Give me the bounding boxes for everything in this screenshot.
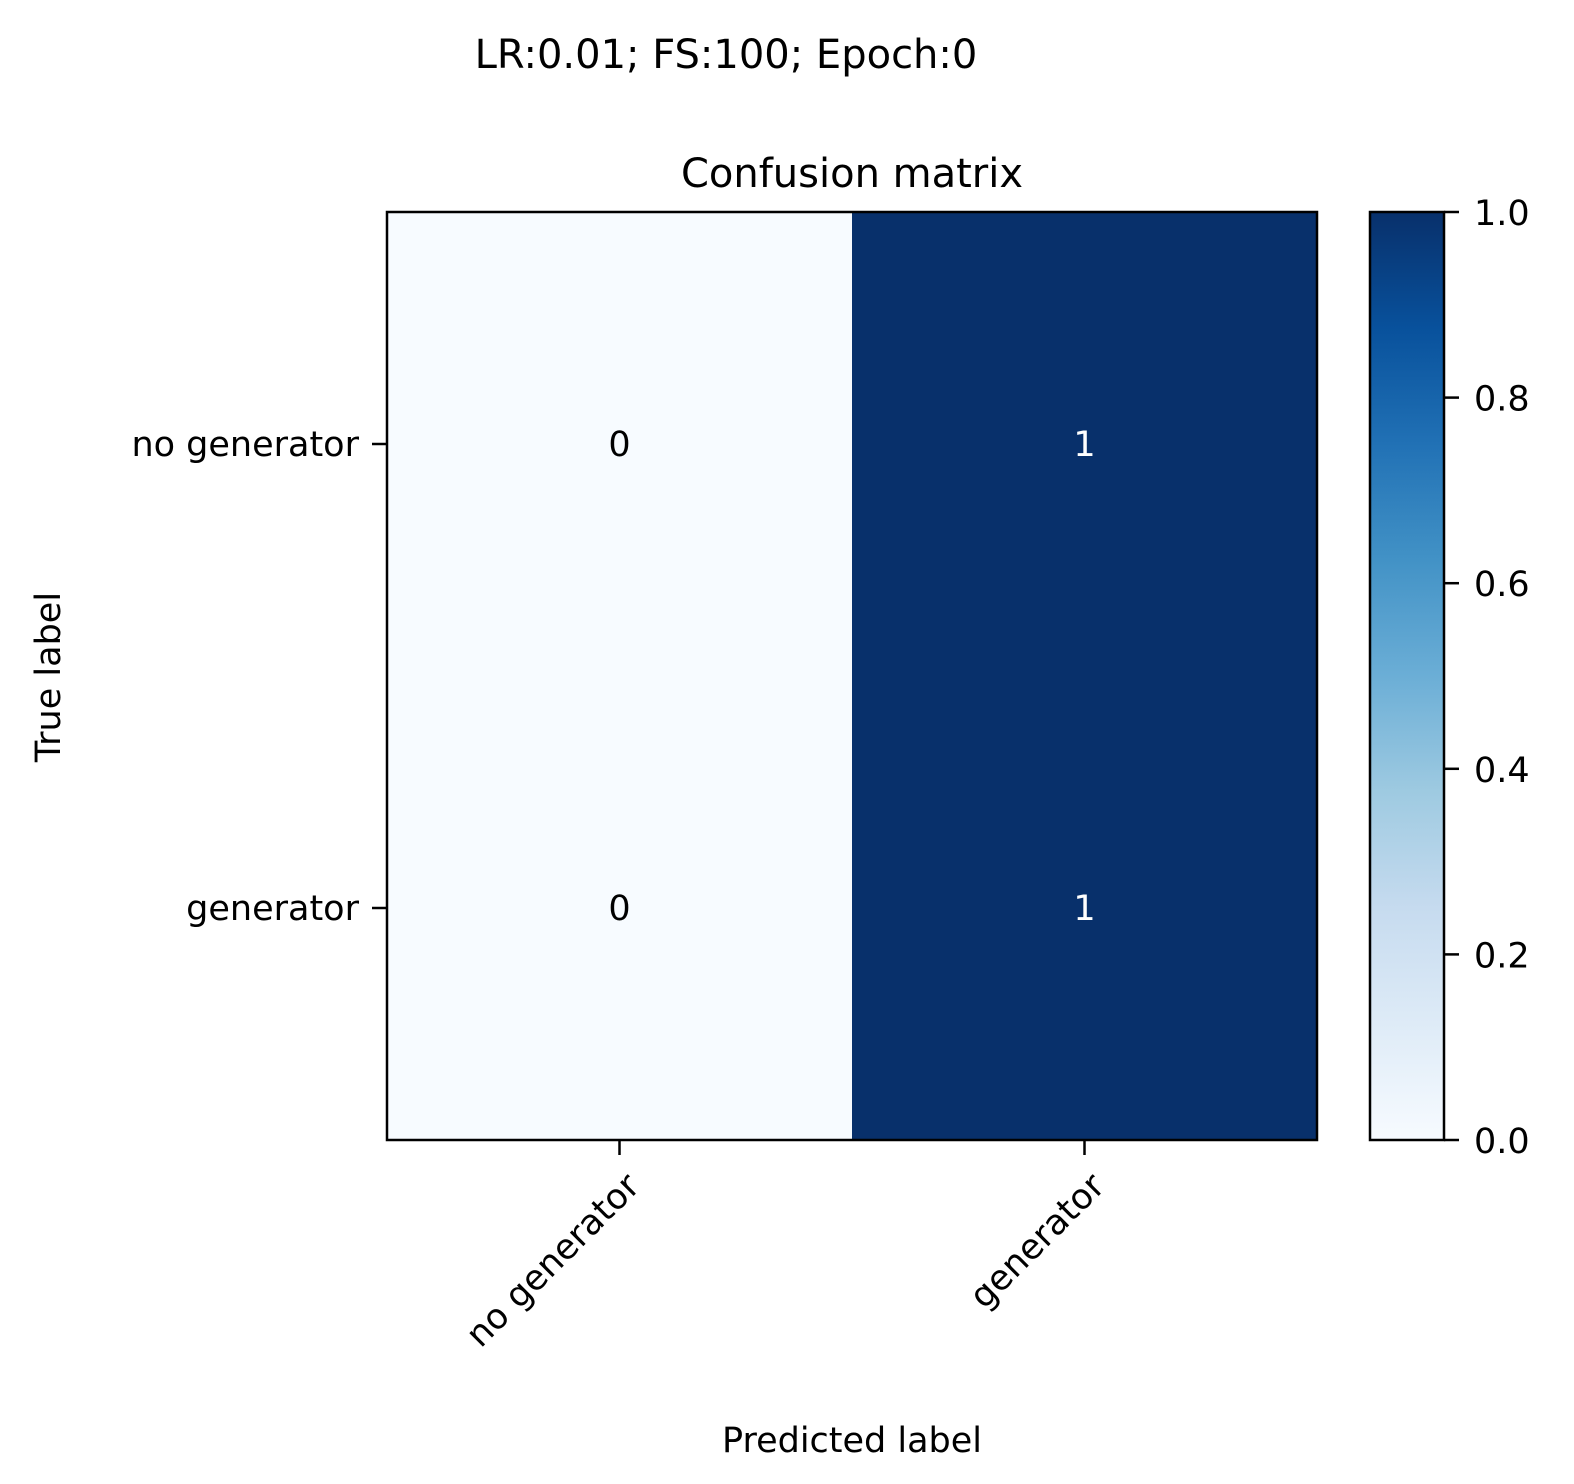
heatmap-cell — [387, 676, 853, 1141]
x-tick-label: no generator — [459, 1166, 649, 1356]
cell-value-label: 1 — [1073, 889, 1095, 929]
y-tick-label: generator — [186, 889, 359, 929]
x-tick-label: generator — [962, 1166, 1113, 1317]
colorbar: 0.0 0.2 0.4 0.6 0.8 1.0 — [1368, 194, 1530, 1162]
y-axis-label: True label — [29, 592, 69, 763]
colorbar-tick-label: 0.2 — [1474, 936, 1530, 976]
figure-suptitle: LR:0.01; FS:100; Epoch:0 — [475, 32, 978, 78]
chart-title: Confusion matrix — [681, 151, 1023, 197]
y-tick-label: no generator — [131, 425, 359, 465]
colorbar-tick-label: 0.6 — [1474, 565, 1530, 605]
heatmap-cell — [387, 212, 853, 677]
colorbar-frame — [1368, 210, 1446, 1142]
plot-frame — [385, 210, 1319, 1142]
colorbar-tick-label: 0.4 — [1474, 751, 1530, 791]
heatmap-cell — [852, 676, 1318, 1141]
heatmap-plot-area: 0 1 0 1 no generator generator no generator gen… — [131, 210, 1319, 1356]
colorbar-tick-label: 1.0 — [1474, 194, 1530, 234]
colorbar-tick-label: 0.8 — [1474, 380, 1530, 420]
heatmap-cell — [852, 212, 1318, 677]
x-axis-label: Predicted label — [722, 1421, 982, 1461]
colorbar-tick-label: 0.0 — [1474, 1122, 1530, 1162]
cell-value-label: 1 — [1073, 425, 1095, 465]
cell-value-label: 0 — [608, 889, 630, 929]
colorbar-gradient — [1370, 212, 1444, 1140]
cell-value-label: 0 — [608, 425, 630, 465]
